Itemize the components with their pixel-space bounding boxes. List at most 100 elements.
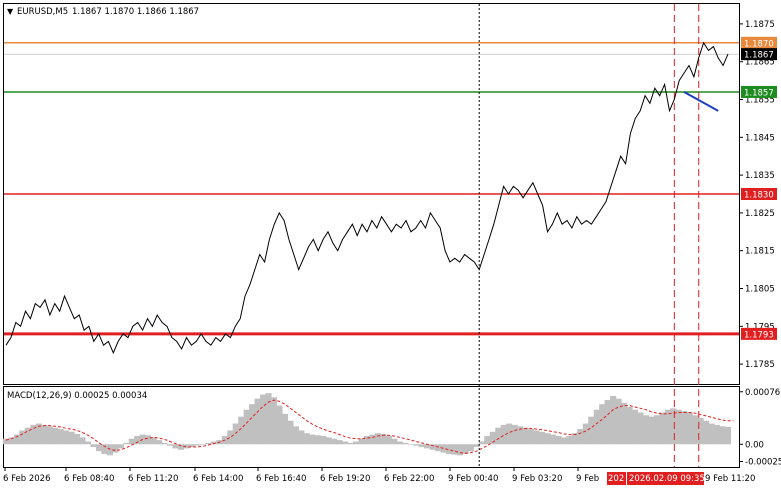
macd-bar: [528, 429, 535, 445]
macd-bar: [41, 424, 48, 445]
level-label-support: 1.1793: [744, 330, 774, 340]
macd-bar: [281, 413, 288, 445]
macd-bar: [123, 442, 130, 445]
chart-collapse-icon[interactable]: ▼: [7, 7, 14, 16]
level-tag-sell-level: [741, 188, 777, 200]
time-tick-label: 9 Feb: [576, 474, 599, 484]
price-tick-label: 1.1835: [745, 171, 775, 181]
macd-bar: [79, 437, 86, 445]
macd-bar: [292, 426, 299, 445]
price-tick-label: 1.1855: [745, 96, 775, 106]
time-tick-label: 9 Feb 03:20: [512, 474, 562, 484]
macd-bar: [719, 426, 726, 445]
macd-bar: [599, 404, 606, 445]
ohlc-text: 1.1867 1.1870 1.1866 1.1867: [72, 7, 199, 17]
price-tick-label: 1.1875: [745, 20, 775, 30]
macd-bar: [134, 435, 141, 445]
level-tag-resistance: [741, 36, 777, 49]
macd-bar: [560, 437, 567, 445]
macd-tick-label: 0.00076: [745, 388, 780, 398]
macd-bar: [172, 444, 179, 449]
macd-bar: [675, 409, 682, 445]
macd-bar: [309, 434, 316, 445]
macd-bar: [517, 426, 524, 445]
macd-bar: [610, 395, 617, 445]
macd-bar: [533, 430, 540, 445]
macd-bar: [511, 424, 518, 445]
macd-bar: [664, 409, 671, 445]
macd-bar: [205, 442, 212, 445]
macd-bar: [314, 435, 321, 445]
macd-bar: [418, 444, 425, 448]
macd-bar: [63, 430, 70, 445]
macd-bar: [588, 416, 595, 445]
macd-bar: [177, 444, 185, 450]
symbol-label: EURUSD,M5: [17, 7, 68, 17]
macd-bar: [440, 444, 447, 453]
macd-bar: [358, 438, 365, 445]
macd-signal-line: [5, 399, 734, 454]
macd-bar: [391, 438, 398, 445]
macd-bar: [451, 444, 458, 455]
price-axis: 1.18751.18651.18551.18451.18351.18251.18…: [739, 20, 775, 370]
macd-bar: [571, 433, 578, 445]
macd-bar: [637, 412, 644, 445]
macd-bar: [167, 444, 174, 446]
macd-bar: [500, 424, 507, 445]
trend-line[interactable]: [683, 91, 719, 112]
time-tick-label: 6 Feb 19:20: [320, 474, 370, 484]
price-tick-label: 1.1795: [745, 322, 775, 332]
macd-bar: [473, 444, 480, 448]
macd-bar: [686, 412, 693, 445]
macd-bar: [566, 435, 573, 445]
macd-bar: [336, 440, 343, 445]
macd-bar: [183, 444, 190, 449]
macd-bar: [232, 423, 239, 445]
macd-bar: [456, 444, 464, 456]
macd-bar: [659, 412, 666, 445]
macd-bar: [106, 444, 113, 456]
time-tick-label: 6 Feb 16:40: [256, 474, 306, 484]
macd-bar: [681, 411, 688, 445]
price-series: [5, 41, 729, 355]
macd-bar: [604, 400, 611, 445]
price-tick-label: 1.1815: [745, 247, 775, 257]
level-tag-target: [741, 85, 777, 98]
macd-bar: [95, 444, 103, 452]
macd-label: MACD(12,26,9) 0.00025 0.00034: [7, 391, 147, 401]
macd-bar: [424, 444, 431, 449]
macd-bar: [724, 427, 732, 445]
macd-bar: [446, 444, 453, 454]
highlight-time-tag: [627, 472, 704, 485]
macd-bar: [462, 444, 469, 454]
macd-bar: [276, 405, 283, 445]
macd-bar: [402, 442, 409, 445]
macd-bar: [555, 435, 562, 445]
macd-bar: [413, 444, 420, 446]
macd-bar: [506, 423, 513, 445]
macd-bar: [374, 433, 381, 445]
macd-bar: [670, 408, 677, 445]
time-tick-label: 6 Feb 22:00: [384, 474, 434, 484]
macd-tick-label: -0.00025: [745, 458, 781, 468]
price-tick-label: 1.1845: [745, 133, 775, 143]
macd-bar: [320, 435, 327, 445]
macd-histogram: [2, 393, 732, 456]
macd-bar: [249, 404, 256, 445]
macd-bar: [57, 429, 64, 445]
macd-bar: [287, 420, 294, 445]
macd-bar: [429, 444, 436, 450]
macd-bar: [363, 435, 371, 445]
macd-bar: [298, 430, 305, 445]
macd-bar: [467, 444, 474, 452]
macd-bar: [631, 409, 639, 445]
macd-bar: [210, 441, 217, 445]
macd-bar: [238, 416, 245, 445]
macd-bar: [85, 441, 92, 445]
time-tick-label: 6 Feb 11:20: [128, 474, 178, 484]
level-label-sell-level: 1.1830: [744, 191, 774, 201]
macd-bar: [478, 441, 485, 445]
price-line: [5, 41, 729, 355]
macd-bar: [577, 429, 584, 445]
